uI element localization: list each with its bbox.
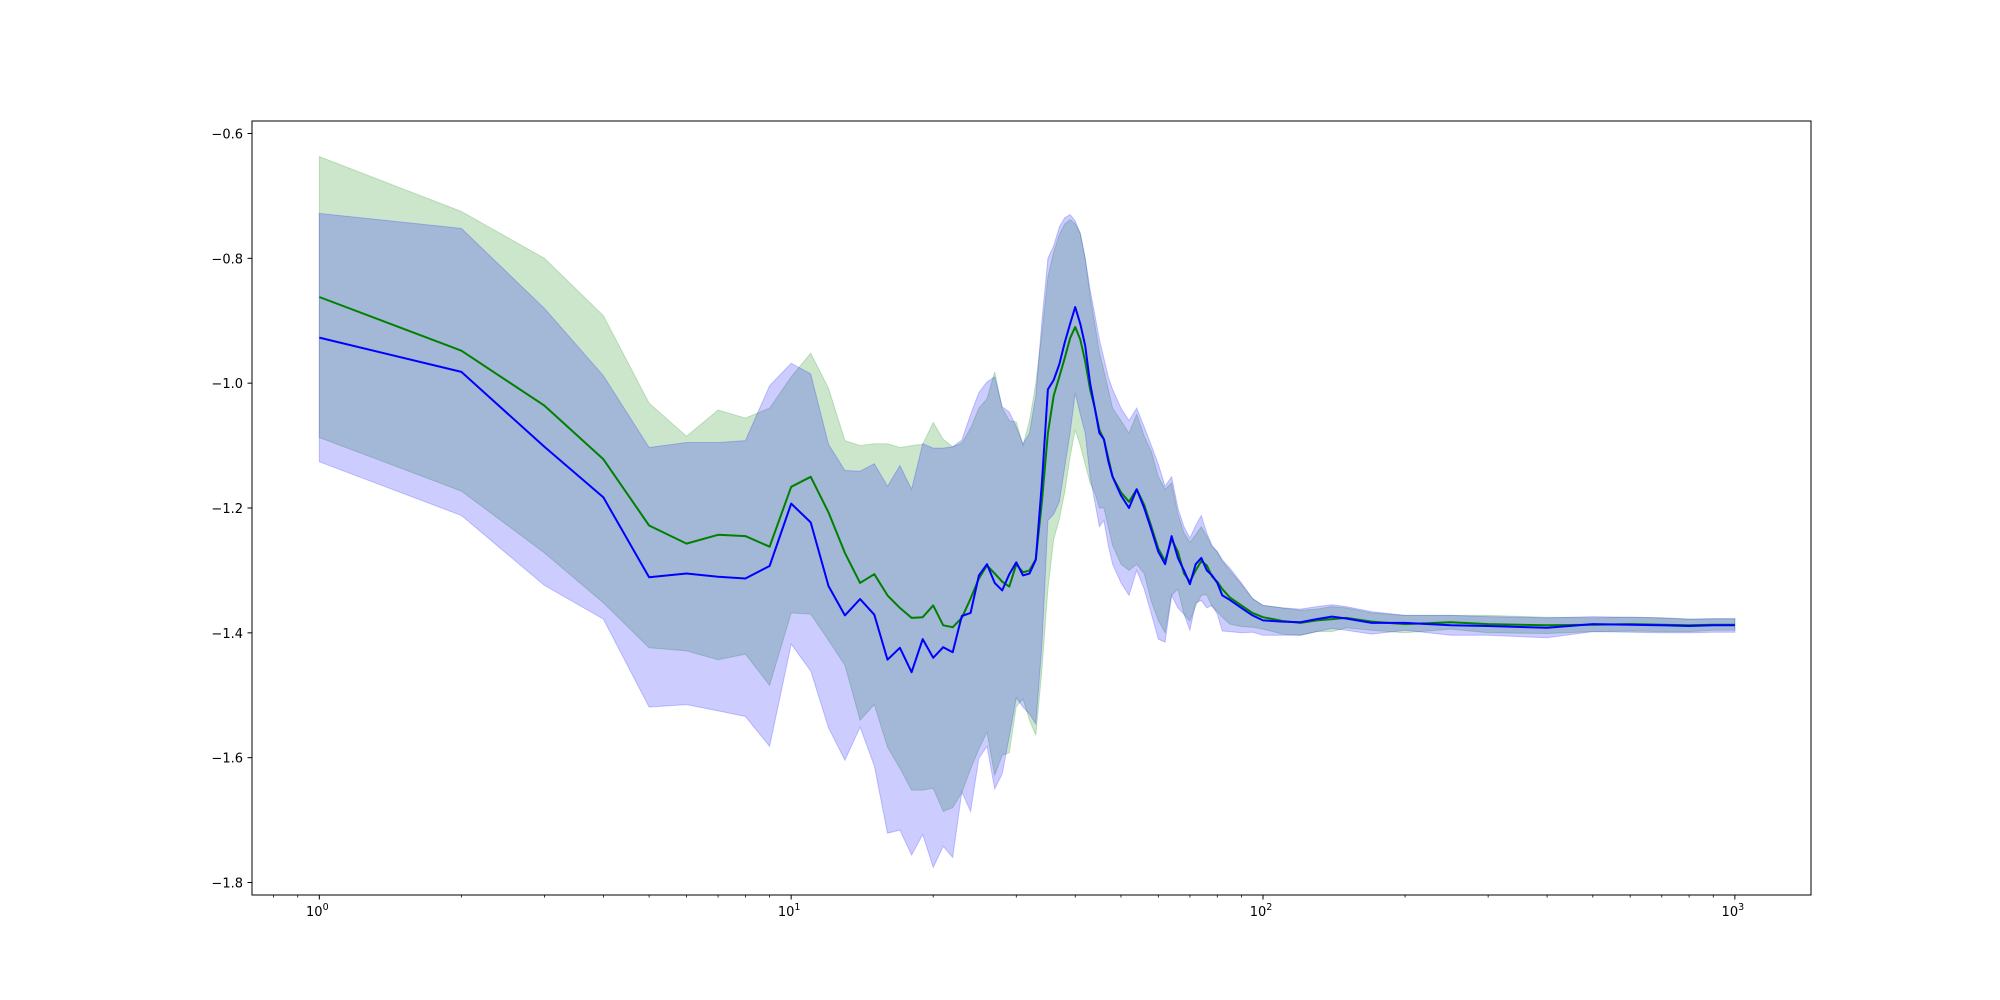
y-tick-label: −1.2 (211, 502, 243, 517)
y-tick-label: −1.8 (211, 877, 243, 892)
y-tick-label: −1.6 (211, 752, 243, 767)
series-lines (318, 296, 1735, 674)
y-tick-label: −0.8 (211, 252, 243, 267)
x-tick-label: 101 (778, 902, 801, 920)
series-1-band (318, 155, 1736, 813)
y-tick-label: −1.4 (211, 627, 243, 642)
x-tick-label: 103 (1722, 902, 1745, 920)
x-tick-label: 102 (1250, 902, 1273, 920)
y-axis-ticks: −0.6 −0.8 −1.0 −1.2 −1.4 −1.6 −1.8 (211, 127, 252, 892)
y-tick-label: −0.6 (211, 127, 243, 142)
confidence-bands (318, 155, 1736, 869)
series-2-line (319, 306, 1735, 674)
series-2-band (318, 212, 1736, 869)
y-tick-label: −1.0 (211, 377, 243, 392)
x-tick-label: 100 (306, 902, 329, 920)
axes-frame (251, 120, 1812, 896)
